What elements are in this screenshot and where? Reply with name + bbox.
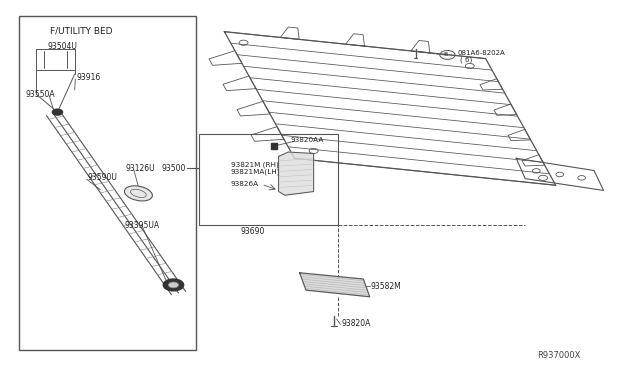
Text: 93821M (RH): 93821M (RH) (231, 161, 278, 168)
Text: 93820A: 93820A (342, 319, 371, 328)
Text: R937000X: R937000X (537, 350, 580, 360)
Text: 93126U: 93126U (125, 164, 156, 173)
Text: 93504U: 93504U (48, 42, 78, 51)
Text: 93821MA(LH): 93821MA(LH) (231, 169, 280, 175)
Circle shape (163, 279, 184, 291)
Text: 93500: 93500 (162, 164, 186, 173)
Polygon shape (300, 273, 370, 297)
Text: 93550A: 93550A (26, 90, 55, 99)
Bar (199, 134, 338, 225)
Text: 93916: 93916 (77, 73, 101, 82)
Text: B: B (444, 52, 447, 57)
Text: F/UTILITY BED: F/UTILITY BED (50, 26, 112, 35)
Text: ( 6): ( 6) (460, 57, 472, 63)
Text: 93590U: 93590U (88, 173, 117, 182)
Circle shape (168, 282, 179, 288)
Ellipse shape (124, 186, 152, 201)
Text: 93820AA: 93820AA (290, 137, 323, 143)
Circle shape (52, 109, 63, 115)
Polygon shape (278, 152, 314, 195)
Text: 93582M: 93582M (371, 282, 402, 291)
Bar (19, 16, 196, 350)
Text: 93395UA: 93395UA (124, 221, 159, 230)
Text: 93690: 93690 (241, 227, 265, 235)
Text: 081A6-8202A: 081A6-8202A (457, 50, 505, 56)
Text: 93826A: 93826A (231, 181, 259, 187)
